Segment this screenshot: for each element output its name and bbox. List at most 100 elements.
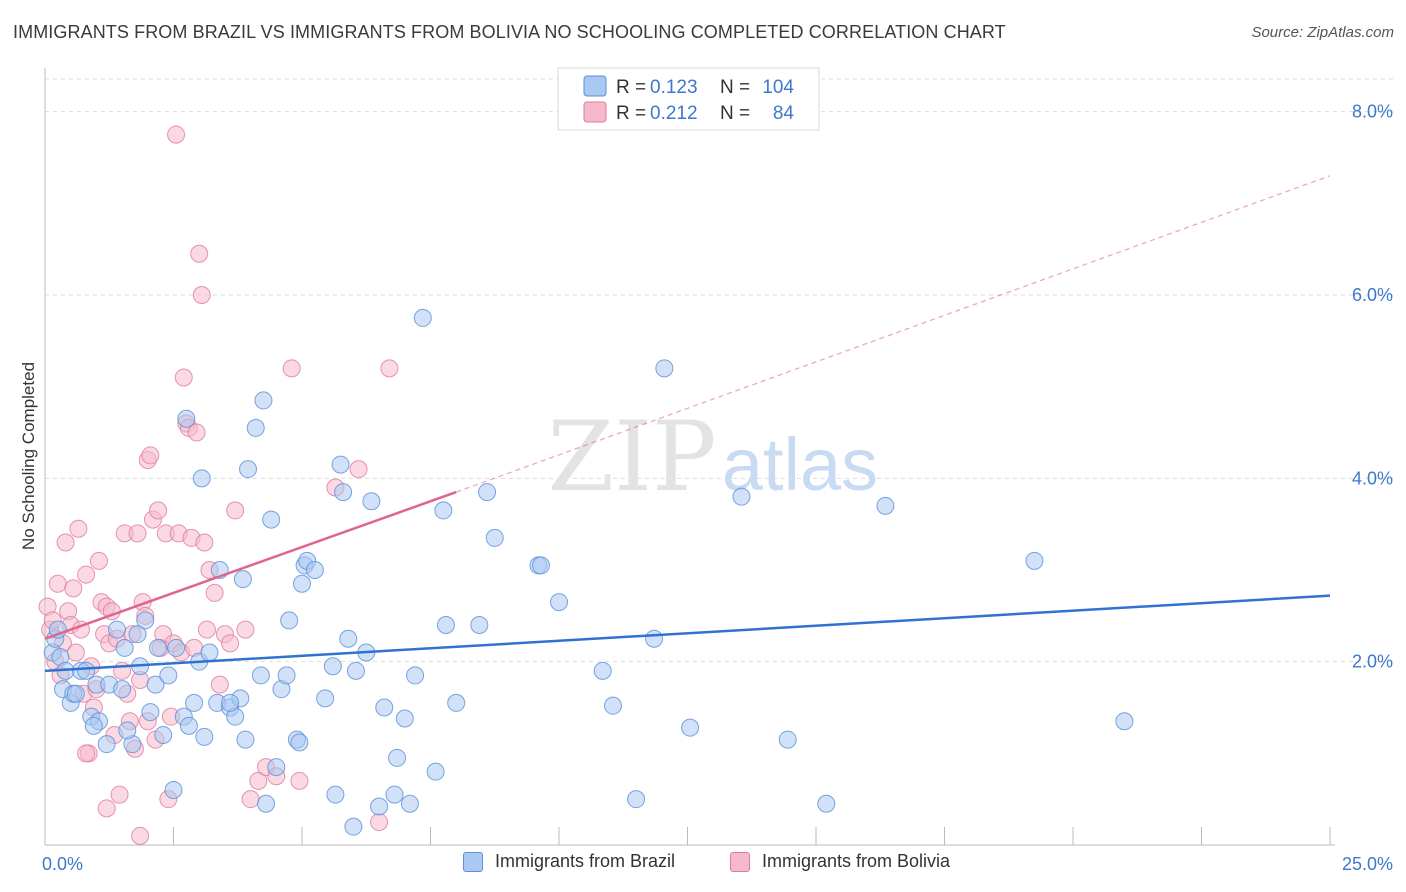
point-brazil-100 — [118, 721, 137, 740]
point-bolivia-43 — [149, 501, 168, 520]
point-brazil-51 — [267, 758, 286, 777]
axes — [44, 68, 1335, 846]
point-bolivia-71 — [249, 771, 268, 790]
point-brazil-45 — [239, 460, 258, 479]
point-bolivia-78 — [370, 813, 389, 832]
legend-r-label-bolivia: R = — [616, 103, 646, 124]
point-bolivia-61 — [195, 533, 214, 552]
legend-n-label-bolivia: N = — [720, 103, 750, 124]
point-brazil-33 — [185, 693, 204, 712]
point-bolivia-83 — [77, 744, 96, 763]
point-bolivia-10 — [64, 579, 83, 598]
point-brazil-90 — [627, 790, 646, 809]
point-bolivia-35 — [128, 524, 147, 543]
point-brazil-103 — [84, 716, 103, 735]
y-tick-label-3: 8.0% — [1352, 102, 1393, 122]
point-brazil-88 — [593, 661, 612, 680]
source-label: Source: ZipAtlas.com — [1251, 24, 1394, 41]
point-bolivia-11 — [66, 643, 85, 662]
point-brazil-83 — [478, 483, 497, 502]
point-brazil-8 — [66, 684, 85, 703]
point-bolivia-7 — [56, 533, 75, 552]
point-brazil-65 — [339, 629, 358, 648]
point-brazil-96 — [817, 794, 836, 813]
legend-n-label-brazil: N = — [720, 77, 750, 98]
point-brazil-76 — [406, 666, 425, 685]
point-brazil-48 — [254, 391, 273, 410]
y-tick-label-0: 2.0% — [1352, 652, 1393, 672]
point-bolivia-62 — [197, 620, 216, 639]
legend-label-brazil: Immigrants from Brazil — [495, 851, 676, 871]
point-bolivia-4 — [48, 574, 67, 593]
point-brazil-47 — [251, 666, 270, 685]
point-brazil-72 — [385, 785, 404, 804]
point-brazil-67 — [346, 661, 365, 680]
point-brazil-50 — [262, 510, 281, 529]
data-points — [38, 125, 1134, 845]
tick-labels: 2.0% 4.0% 6.0% 8.0% 0.0% 25.0% — [42, 102, 1393, 874]
legend-swatch-bolivia — [583, 101, 607, 123]
point-bolivia-69 — [236, 620, 255, 639]
point-brazil-29 — [167, 638, 186, 657]
point-brazil-86 — [532, 556, 551, 575]
point-brazil-71 — [375, 698, 394, 717]
point-bolivia-67 — [221, 634, 240, 653]
point-brazil-26 — [154, 726, 173, 744]
chart-title: IMMIGRANTS FROM BRAZIL VS IMMIGRANTS FRO… — [13, 22, 1006, 42]
legend-label-bolivia: Immigrants from Bolivia — [762, 851, 951, 871]
legend-swatch-brazil — [583, 75, 607, 97]
point-brazil-63 — [331, 455, 350, 474]
point-brazil-28 — [164, 781, 183, 799]
legend-bottom: Immigrants from Brazil Immigrants from B… — [0, 851, 1406, 877]
point-brazil-31 — [177, 409, 196, 428]
point-brazil-74 — [395, 709, 414, 728]
point-brazil-80 — [436, 616, 455, 634]
point-brazil-69 — [362, 492, 381, 511]
watermark-zip: ZIP — [547, 401, 716, 513]
point-brazil-92 — [655, 359, 674, 378]
legend-swatch-bolivia-bottom — [730, 851, 750, 872]
point-brazil-91 — [645, 629, 664, 648]
point-brazil-98 — [1025, 551, 1044, 570]
y-axis-label: No Schooling Completed — [19, 362, 38, 550]
point-brazil-24 — [146, 675, 165, 694]
point-brazil-61 — [323, 657, 342, 676]
x-tick-label-1: 25.0% — [1342, 854, 1393, 874]
point-brazil-64 — [334, 483, 353, 502]
point-brazil-23 — [141, 703, 160, 722]
point-brazil-44 — [236, 730, 255, 749]
point-brazil-78 — [426, 762, 445, 781]
point-bolivia-79 — [380, 359, 399, 378]
point-bolivia-77 — [349, 460, 368, 479]
y-tick-label-2: 6.0% — [1352, 285, 1393, 305]
point-bolivia-50 — [167, 125, 186, 144]
point-brazil-46 — [246, 418, 265, 437]
point-bolivia-40 — [141, 446, 160, 465]
point-brazil-89 — [603, 696, 622, 715]
point-brazil-75 — [400, 794, 419, 813]
point-bolivia-81 — [131, 826, 150, 845]
point-bolivia-20 — [89, 551, 108, 570]
point-brazil-73 — [388, 748, 407, 767]
point-bolivia-70 — [241, 790, 260, 809]
point-brazil-60 — [316, 689, 335, 708]
point-brazil-66 — [344, 817, 363, 836]
point-brazil-82 — [470, 616, 489, 634]
x-tick-label-0: 0.0% — [42, 854, 83, 874]
point-bolivia-60 — [192, 286, 211, 304]
y-tick-label-1: 4.0% — [1352, 468, 1393, 488]
legend-r-value-brazil: 0.123 — [650, 77, 698, 98]
point-brazil-94 — [732, 487, 751, 506]
point-brazil-22 — [136, 611, 155, 630]
point-brazil-35 — [192, 469, 211, 488]
point-brazil-59 — [305, 561, 324, 579]
point-bolivia-75 — [290, 771, 309, 790]
point-bolivia-59 — [190, 244, 209, 263]
legend-r-value-bolivia: 0.212 — [650, 103, 698, 124]
point-brazil-10 — [77, 661, 96, 680]
point-bolivia-53 — [174, 368, 193, 387]
trend-line-brazil — [44, 594, 1331, 673]
point-brazil-14 — [97, 735, 116, 754]
point-bolivia-65 — [210, 675, 229, 694]
